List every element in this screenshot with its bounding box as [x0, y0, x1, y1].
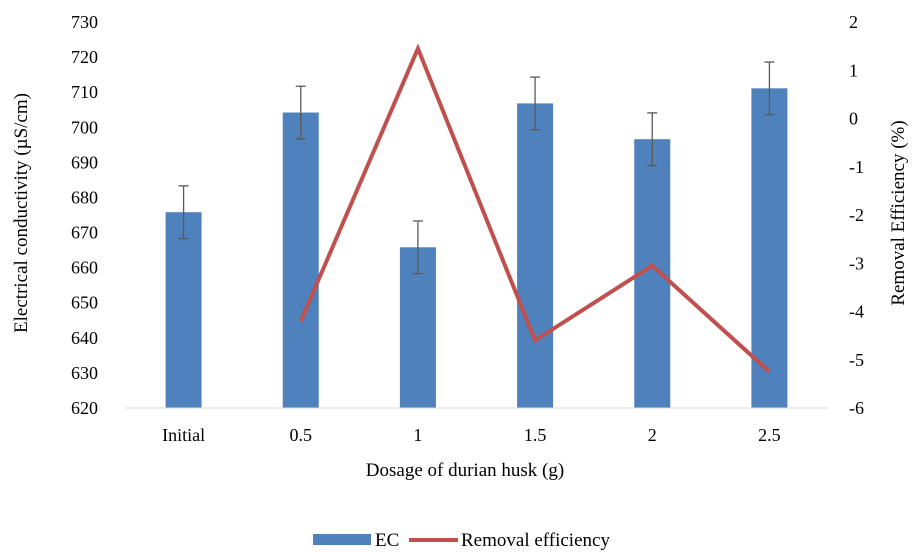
x-tick-label: 1 — [413, 425, 422, 445]
y-tick-label: 710 — [71, 82, 98, 102]
y2-tick-label: -3 — [849, 253, 864, 273]
y-axis-title: Electrical conductivity (µS/cm) — [11, 93, 32, 333]
y2-tick-label: -6 — [849, 398, 864, 418]
x-tick-label: 1.5 — [524, 425, 547, 445]
bar-ec-5 — [751, 88, 788, 409]
y2-tick-label: -4 — [849, 302, 864, 322]
x-tick-label: 0.5 — [290, 425, 313, 445]
x-axis-title: Dosage of durian husk (g) — [366, 460, 564, 481]
y2-tick-label: 1 — [849, 60, 858, 80]
bar-ec-1 — [282, 112, 319, 408]
x-axis-ticks: Initial 0.5 1 1.5 2 2.5 — [162, 425, 781, 445]
legend-label-removal-efficiency: Removal efficiency — [461, 530, 610, 551]
y-tick-label: 670 — [71, 223, 98, 243]
y-axis-ticks: 620 630 640 650 660 670 680 690 700 710 720 730 — [71, 12, 98, 418]
legend-swatch-ec — [313, 534, 371, 545]
y-tick-label: 730 — [71, 12, 98, 32]
y-tick-label: 720 — [71, 47, 98, 67]
y2-axis-title: Removal Efficiency (%) — [888, 120, 909, 305]
y2-tick-label: -1 — [849, 157, 864, 177]
y-tick-label: 680 — [71, 187, 98, 207]
removal-efficiency-series — [298, 43, 771, 374]
y-tick-label: 630 — [71, 363, 98, 383]
removal-efficiency-line — [298, 43, 771, 374]
y2-tick-label: -5 — [849, 350, 864, 370]
legend: EC Removal efficiency — [313, 530, 610, 551]
y-tick-label: 700 — [71, 117, 98, 137]
y-tick-label: 650 — [71, 293, 98, 313]
y-tick-label: 640 — [71, 328, 98, 348]
legend-label-ec: EC — [375, 530, 399, 551]
y-tick-label: 690 — [71, 152, 98, 172]
ec-error-bars — [178, 61, 775, 275]
y2-tick-label: 0 — [849, 109, 858, 129]
y2-axis-ticks: -6 -5 -4 -3 -2 -1 0 1 2 — [849, 12, 864, 418]
y-tick-label: 660 — [71, 258, 98, 278]
x-tick-label: 2 — [648, 425, 657, 445]
bar-ec-0 — [165, 212, 202, 408]
y2-tick-label: 2 — [849, 12, 858, 32]
ec-bars — [165, 88, 788, 409]
x-tick-label: Initial — [162, 425, 205, 445]
bar-ec-3 — [517, 103, 554, 408]
x-tick-label: 2.5 — [758, 425, 781, 445]
y-tick-label: 620 — [71, 398, 98, 418]
y2-tick-label: -2 — [849, 205, 864, 225]
